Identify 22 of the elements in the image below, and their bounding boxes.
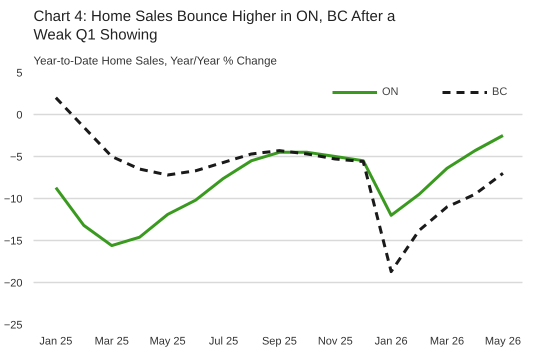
- x-tick-label: Sep 25: [262, 336, 297, 348]
- y-tick-label: −20: [4, 278, 23, 290]
- x-tick-label: Nov 25: [318, 336, 353, 348]
- x-tick-label: Jul 25: [208, 336, 238, 348]
- y-tick-label: −25: [4, 320, 23, 332]
- x-tick-label: Jan 26: [374, 336, 408, 348]
- x-tick-label: Mar 26: [430, 336, 464, 348]
- legend-label: ON: [382, 86, 400, 98]
- line-series: [54, 96, 504, 274]
- chart-subtitle: Year-to-Date Home Sales, Year/Year % Change: [34, 56, 277, 68]
- x-tick-label: May 26: [484, 336, 521, 348]
- chart-title: Chart 4: Home Sales Bounce Higher in ON, BC After a Weak Q1 Showing: [34, 8, 396, 44]
- line-series: [54, 134, 504, 248]
- legend-label: BC: [492, 86, 508, 98]
- x-tick-label: Jan 25: [39, 336, 72, 348]
- y-tick-label: 5: [16, 68, 23, 80]
- y-tick-label: −5: [10, 152, 23, 164]
- y-tick-label: −15: [4, 236, 23, 248]
- y-tick-label: −10: [4, 194, 23, 206]
- y-tick-label: 0: [16, 110, 23, 122]
- x-tick-label: May 25: [150, 336, 186, 348]
- x-tick-label: Mar 25: [94, 336, 129, 348]
